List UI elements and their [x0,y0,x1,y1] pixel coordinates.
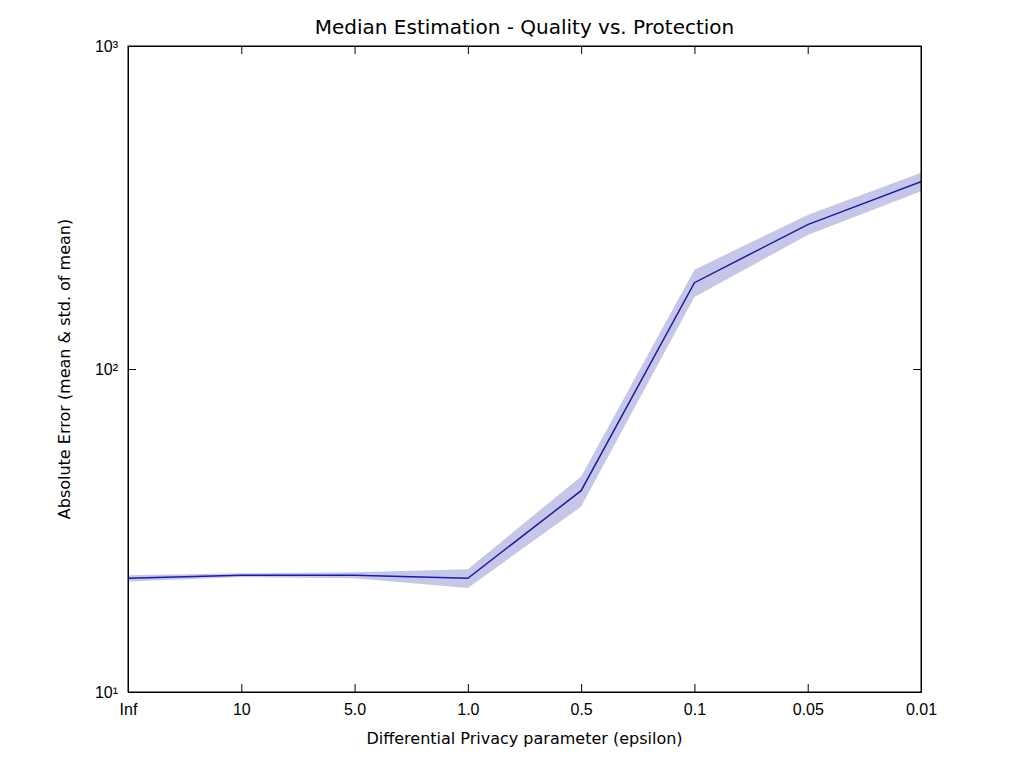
tick-label: Inf [120,701,138,718]
tick-label: 0.5 [571,701,593,718]
tick-mark [241,46,242,54]
tick: 0.5 [571,684,593,718]
tick-label: 10³ [95,38,119,55]
tick [808,46,809,54]
y-axis-title: Absolute Error (mean & std. of mean) [55,219,74,519]
x-axis-top [129,46,922,54]
tick-mark [694,46,695,54]
tick-mark [808,684,809,692]
tick-mark [581,684,582,692]
tick-mark [355,46,356,54]
tick-label: 10 [233,701,251,718]
tick-label: 1.0 [457,701,479,718]
tick-mark [241,684,242,692]
plot-frame [128,46,921,692]
tick-label: 0.01 [906,701,937,718]
tick [694,46,695,54]
line [128,182,921,579]
tick-mark [468,684,469,692]
tick-mark [808,46,809,54]
tick [241,46,242,54]
tick: 10 [233,684,251,718]
tick: 10² [95,361,136,378]
tick [581,46,582,54]
tick [913,369,921,370]
error-band [128,173,921,588]
x-axis-title: Differential Privacy parameter (epsilon) [366,729,682,748]
tick-label: 0.05 [793,701,824,718]
tick-mark [694,684,695,692]
x-axis: Inf 10 5.0 1.0 0.5 0.1 0.05 0.01 [120,684,938,718]
tick [355,46,356,54]
y-axis: 10¹ 10² 10³ [95,38,136,701]
tick-mark [128,369,136,370]
tick-label: 0.1 [684,701,706,718]
tick: 0.1 [684,684,706,718]
tick-mark [581,46,582,54]
plot-area [128,173,921,588]
tick-label: 10¹ [95,684,118,701]
tick-mark [355,684,356,692]
tick: 5.0 [344,684,366,718]
title: Median Estimation - Quality vs. Protecti… [315,15,735,39]
tick-label: 10² [95,361,119,378]
tick-mark [913,369,921,370]
chart: Inf 10 5.0 1.0 0.5 0.1 0.05 0.01 10¹ 10² 10³ Median… [0,0,1024,768]
tick [468,46,469,54]
tick-label: 5.0 [344,701,366,718]
y-axis-right [913,47,922,693]
tick: 0.05 [793,684,824,718]
tick: 1.0 [457,684,479,718]
tick-mark [468,46,469,54]
